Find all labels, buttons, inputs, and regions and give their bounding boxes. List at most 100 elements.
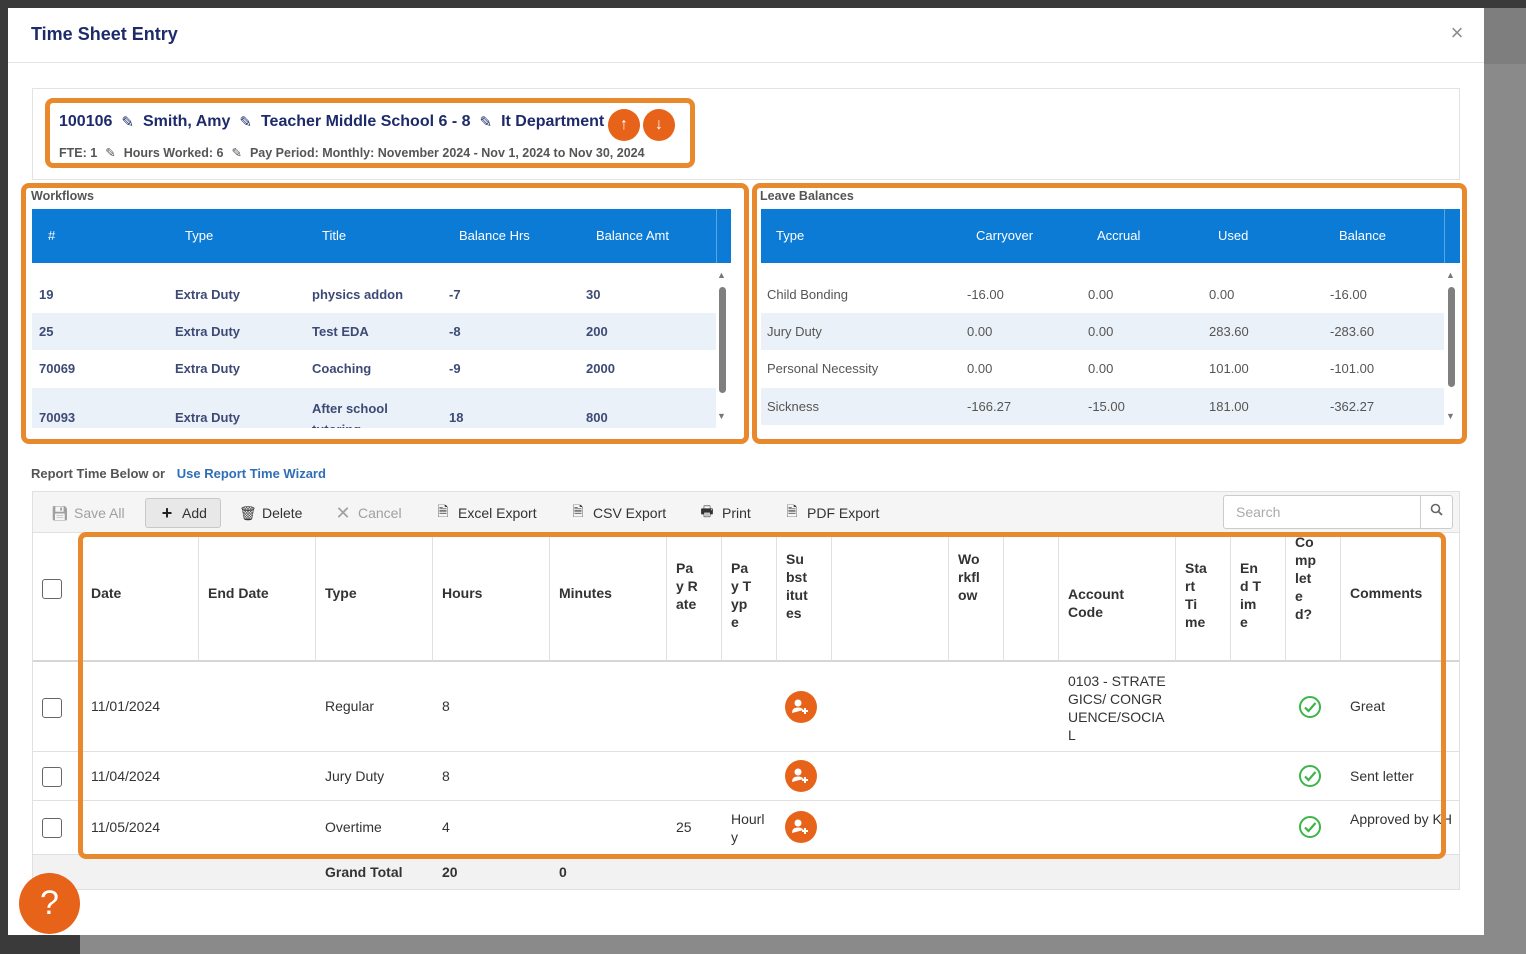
col-comments[interactable]: Comments [1341, 533, 1459, 662]
workflow-title: Coaching [312, 361, 372, 376]
report-time-wizard-link[interactable]: Use Report Time Wizard [176, 466, 326, 481]
scroll-up-icon[interactable]: ▲ [1446, 270, 1455, 280]
col-end-time-label: End Time [1240, 560, 1261, 630]
help-button[interactable]: ? [19, 873, 80, 934]
search-input[interactable] [1224, 496, 1420, 528]
col-hours[interactable]: Hours [433, 533, 550, 662]
leave-balances-header: Type Carryover Accrual Used Balance [761, 209, 1460, 263]
workflows-scrollbar[interactable]: ▲ ▼ [716, 270, 730, 428]
csv-export-button[interactable]: 🗎︎ CSV Export [570, 498, 666, 528]
workflow-row[interactable]: 25 Extra Duty Test EDA -8 200 [32, 313, 716, 350]
col-hours-label: Hours [442, 585, 483, 601]
row-checkbox[interactable] [42, 767, 62, 787]
save-all-button[interactable]: 💾︎ Save All [51, 498, 125, 528]
col-completed-label: Completed? [1295, 534, 1316, 622]
table-row[interactable]: 11/01/2024 Regular 8 0103 - STRATEGICS/ … [33, 662, 1459, 752]
search-box [1223, 495, 1453, 529]
next-employee-button[interactable]: ↓ [643, 109, 675, 141]
col-substitutes-label: Substitutes [786, 551, 808, 621]
backdrop-panel [1484, 64, 1526, 954]
previous-employee-button[interactable]: ↑ [608, 109, 640, 141]
scroll-down-icon[interactable]: ▼ [1446, 411, 1455, 421]
search-icon[interactable] [1420, 496, 1452, 528]
grand-total-row: Grand Total 20 0 [33, 855, 1459, 889]
row-checkbox[interactable] [42, 818, 62, 838]
col-blank[interactable] [832, 533, 949, 662]
dialog-title: Time Sheet Entry [31, 24, 178, 44]
leave-col-type[interactable]: Type [776, 228, 805, 243]
scroll-thumb[interactable] [719, 287, 726, 393]
pdf-export-label: PDF Export [807, 505, 880, 521]
excel-file-icon: 🗎︎ [437, 503, 449, 519]
scroll-thumb[interactable] [1448, 287, 1455, 387]
leave-col-used[interactable]: Used [1218, 228, 1249, 243]
leave-used: 101.00 [1209, 361, 1249, 376]
col-type[interactable]: Type [316, 533, 433, 662]
table-row[interactable]: 11/04/2024 Jury Duty 8 Sent letter [33, 752, 1459, 801]
leave-carryover: 0.00 [967, 361, 993, 376]
col-completed[interactable]: Completed? [1286, 533, 1341, 662]
workflow-balance-amt: 30 [586, 287, 601, 302]
close-icon[interactable]: × [1450, 20, 1464, 45]
row-checkbox[interactable] [42, 698, 62, 718]
user-plus-icon [792, 699, 808, 714]
select-all-checkbox[interactable] [42, 579, 62, 599]
add-substitute-button[interactable] [785, 760, 817, 792]
leave-scrollbar[interactable]: ▲ ▼ [1445, 270, 1459, 428]
leave-col-carryover[interactable]: Carryover [976, 228, 1034, 243]
workflow-balance-amt: 800 [586, 410, 608, 425]
employee-details: FTE: 1 ✎ Hours Worked: 6 ✎ Pay Period: M… [59, 145, 645, 161]
time-entry-grid: Date End Date Type Hours Minutes Pay Rat… [32, 533, 1460, 890]
workflows-col-title[interactable]: Title [322, 228, 347, 243]
col-minutes[interactable]: Minutes [550, 533, 667, 662]
leave-col-balance[interactable]: Balance [1339, 228, 1386, 243]
add-substitute-button[interactable] [785, 691, 817, 723]
col-account-code[interactable]: Account Code [1059, 533, 1176, 662]
col-workflow[interactable]: Workflow [949, 533, 1004, 662]
leave-col-accrual[interactable]: Accrual [1097, 228, 1141, 243]
col-substitutes[interactable]: Substitutes [777, 533, 832, 662]
scroll-down-icon[interactable]: ▼ [717, 411, 726, 421]
trash-icon: 🗑︎ [239, 504, 257, 521]
print-button[interactable]: 🖶︎ Print [699, 498, 750, 528]
scroll-up-icon[interactable]: ▲ [717, 270, 726, 280]
workflow-balance-hrs: -7 [449, 287, 461, 302]
col-blank-2[interactable] [1004, 533, 1059, 662]
workflows-col-type[interactable]: Type [185, 228, 214, 243]
col-end-time[interactable]: End Time [1231, 533, 1286, 662]
excel-export-button[interactable]: 🗎︎ Excel Export [435, 498, 536, 528]
leave-row[interactable]: Personal Necessity 0.00 0.00 101.00 -101… [761, 350, 1444, 387]
col-date-label: Date [91, 585, 122, 601]
leave-type: Sickness [767, 399, 820, 414]
leave-row[interactable]: Child Bonding -16.00 0.00 0.00 -16.00 [761, 276, 1444, 313]
col-workflow-label: Workflow [958, 551, 980, 603]
leave-row[interactable]: Jury Duty 0.00 0.00 283.60 -283.60 [761, 313, 1444, 350]
pdf-export-button[interactable]: 🗎︎ PDF Export [784, 498, 879, 528]
add-button[interactable]: + Add [145, 498, 221, 528]
col-pay-type-label: Pay Type [731, 560, 752, 630]
col-pay-type[interactable]: Pay Type [722, 533, 777, 662]
select-all-header [33, 533, 82, 662]
col-end-date[interactable]: End Date [199, 533, 316, 662]
leave-row[interactable]: Sickness -166.27 -15.00 181.00 -362.27 [761, 388, 1444, 425]
workflow-row[interactable]: 70069 Extra Duty Coaching -9 2000 [32, 350, 716, 387]
workflows-col-num[interactable]: # [48, 228, 56, 243]
leave-balance: -362.27 [1330, 399, 1375, 414]
workflows-col-balance-amt[interactable]: Balance Amt [596, 228, 669, 243]
dialog-header: Time Sheet Entry × [8, 8, 1484, 63]
workflows-header: # Type Title Balance Hrs Balance Amt [32, 209, 731, 263]
workflow-row[interactable]: 19 Extra Duty physics addon -7 30 [32, 276, 716, 313]
workflows-col-balance-hrs[interactable]: Balance Hrs [459, 228, 530, 243]
delete-label: Delete [262, 505, 303, 521]
workflow-type: Extra Duty [175, 410, 241, 425]
col-pay-rate[interactable]: Pay Rate [667, 533, 722, 662]
grid-toolbar: 💾︎ Save All + Add 🗑︎ Delete ✕ Cancel 🗎︎ … [32, 491, 1460, 533]
workflow-row[interactable]: 70093 Extra Duty After school tutoring 1… [32, 388, 716, 428]
delete-button[interactable]: 🗑︎ Delete [239, 498, 302, 528]
cancel-button[interactable]: ✕ Cancel [335, 498, 401, 528]
add-substitute-button[interactable] [785, 811, 817, 843]
col-start-time[interactable]: Start Time [1176, 533, 1231, 662]
leave-balance: -283.60 [1330, 324, 1375, 339]
col-date[interactable]: Date [82, 533, 199, 662]
table-row[interactable]: 11/05/2024 Overtime 4 25 Hourly Approved… [33, 801, 1459, 855]
